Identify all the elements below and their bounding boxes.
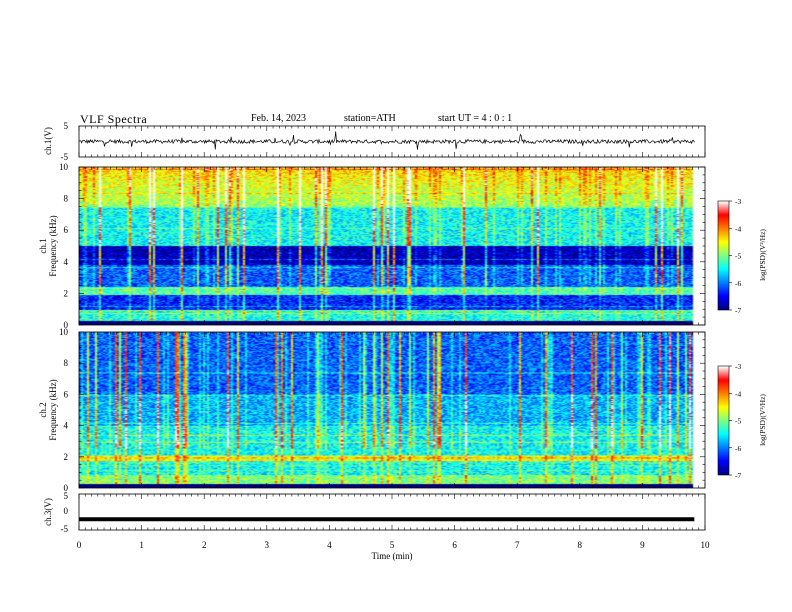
ch1-channel-label: ch.1 [38, 238, 48, 253]
ch1-voltage-trace [78, 131, 695, 150]
ch2-spectrogram-panel: 0 2 4 6 8 10 ch.2 Frequency (kHz) [38, 327, 706, 493]
time-ticklabel: 8 [578, 540, 583, 550]
station-label: station=ATH [344, 113, 396, 124]
date-label: Feb. 14, 2023 [251, 113, 306, 124]
ch1-spectrogram-ticks [78, 166, 706, 326]
ch2-colorbar-ticklabel: -7 [735, 471, 741, 480]
time-ticklabel: 7 [515, 540, 520, 550]
ch1-ytick-top: 5 [64, 121, 69, 131]
ch3-voltage-panel: 5 0 -5 ch.3(V) [43, 491, 706, 534]
ch2-colorbar-ticklabels: -3 -4 -5 -6 -7 [729, 362, 741, 480]
ch3-ytick-mid: 0 [64, 506, 69, 516]
ch1-frequency-ticklabel: 4 [64, 257, 69, 267]
ch1-frequency-ticklabel: 0 [64, 320, 69, 330]
ch1-frequency-ticklabel: 6 [64, 225, 69, 235]
ch1-frequency-ticklabel: 8 [64, 194, 69, 204]
ch2-frequency-ticklabel: 10 [59, 327, 69, 337]
time-axis-label: Time (min) [372, 551, 413, 561]
time-ticklabel: 10 [701, 540, 711, 550]
ch3-voltage-ticks [78, 494, 706, 530]
time-ticklabel: 2 [202, 540, 207, 550]
ch1-spectrogram-panel: 0 2 4 6 8 10 ch.1 Frequency (kHz) [38, 162, 706, 330]
ch2-frequency-ticklabel: 8 [64, 358, 69, 368]
ch2-colorbar: -3 -4 -5 -6 -7 log(PSD)(V²/Hz) [717, 362, 767, 480]
ch1-colorbar-label: log(PSD)(V²/Hz) [758, 229, 767, 281]
ch1-frequency-ticklabels: 0 2 4 6 8 10 [59, 162, 69, 330]
ch2-frequency-ticklabel: 4 [64, 421, 69, 431]
time-ticklabel: 9 [640, 540, 645, 550]
ch1-colorbar-ticklabels: -3 -4 -5 -6 -7 [729, 197, 741, 315]
ch2-frequency-ticklabel: 6 [64, 389, 69, 399]
ch2-colorbar-ticklabel: -6 [735, 444, 741, 453]
ch1-frequency-ticklabel: 2 [64, 288, 69, 298]
start-time-label: start UT = 4 : 0 : 1 [438, 113, 513, 124]
ch1-colorbar-ticklabel: -7 [735, 306, 741, 315]
ch1-voltage-panel: 5 -5 ch.1(V) [43, 121, 706, 162]
ch1-frequency-ticklabel: 10 [59, 162, 69, 172]
ch2-spectrogram-image [79, 332, 705, 488]
ch2-colorbar-image [718, 366, 729, 475]
ch2-channel-label: ch.2 [38, 402, 48, 417]
time-ticklabel: 1 [139, 540, 144, 550]
time-ticklabel: 5 [390, 540, 395, 550]
ch1-colorbar-ticklabel: -3 [735, 197, 741, 206]
figure-title: VLF Spectra [80, 112, 148, 126]
ch2-spectrogram-ticks [78, 331, 706, 489]
ch3-voltage-ylabel: ch.3(V) [43, 498, 53, 526]
ch2-colorbar-ticklabel: -3 [735, 362, 741, 371]
ch2-frequency-ticklabel: 2 [64, 452, 69, 462]
ch2-frequency-ylabel: Frequency (kHz) [48, 379, 58, 440]
ch1-colorbar-ticklabel: -4 [735, 224, 741, 233]
ch1-ytick-bottom: -5 [61, 152, 69, 162]
ch2-colorbar-ticklabel: -5 [735, 417, 741, 426]
ch1-colorbar-ticklabel: -5 [735, 252, 741, 261]
ch3-ytick-bottom: -5 [61, 524, 69, 534]
ch2-frequency-ticklabel: 0 [64, 483, 69, 493]
ch1-voltage-ticks [78, 126, 706, 157]
time-ticklabel: 3 [265, 540, 270, 550]
ch1-frequency-ylabel: Frequency (kHz) [48, 215, 58, 276]
ch3-voltage-frame [78, 493, 706, 531]
ch3-ytick-top: 5 [64, 491, 69, 501]
ch2-colorbar-ticklabel: -4 [735, 389, 741, 398]
time-axis-ticklabels: 0 1 2 3 4 5 6 7 8 9 10 [77, 540, 710, 550]
ch2-colorbar-label: log(PSD)(V²/Hz) [758, 394, 767, 446]
time-ticklabel: 6 [452, 540, 457, 550]
time-ticklabel: 4 [327, 540, 332, 550]
time-ticklabel: 0 [77, 540, 82, 550]
ch1-voltage-ylabel: ch.1(V) [43, 127, 53, 155]
ch1-colorbar-ticklabel: -6 [735, 279, 741, 288]
ch1-colorbar-image [718, 201, 729, 310]
ch1-colorbar: -3 -4 -5 -6 -7 log(PSD)(V²/Hz) [717, 197, 767, 315]
ch2-frequency-ticklabels: 0 2 4 6 8 10 [59, 327, 69, 493]
ch1-spectrogram-image [79, 167, 705, 325]
